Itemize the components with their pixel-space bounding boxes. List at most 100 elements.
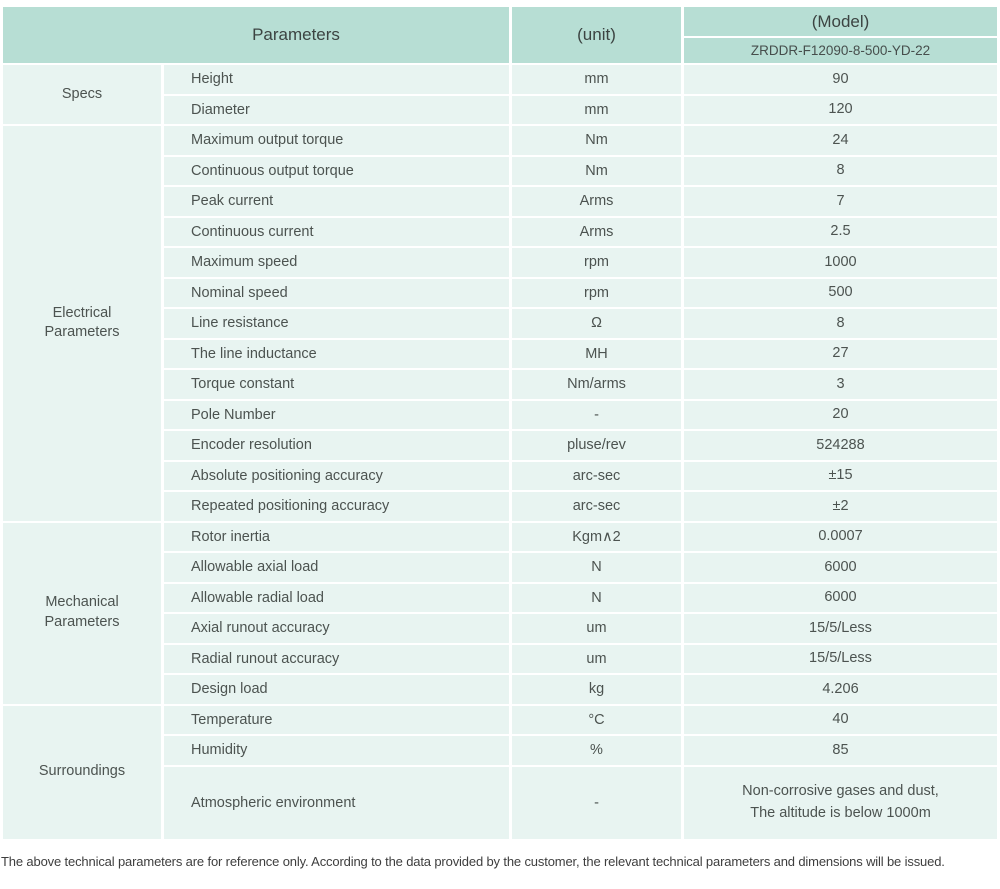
value-cell: 2.5 [684, 217, 997, 246]
table-row: Pole Number - 20 [3, 400, 997, 429]
table-row: Radial runout accuracy um 15/5/Less [3, 644, 997, 673]
value-cell: 0.0007 [684, 522, 997, 551]
table-row: Allowable axial load N 6000 [3, 553, 997, 582]
unit-cell: um [512, 644, 681, 673]
footnote: The above technical parameters are for r… [1, 853, 945, 869]
value-cell: 27 [684, 339, 997, 368]
unit-cell: Kgm∧2 [512, 522, 681, 551]
value-cell: 20 [684, 400, 997, 429]
unit-cell: - [512, 766, 681, 839]
param-cell: Diameter [164, 95, 509, 124]
value-cell: 120 [684, 95, 997, 124]
table-row: Diameter mm 120 [3, 95, 997, 124]
table-row: Nominal speed rpm 500 [3, 278, 997, 307]
table-row: Line resistance Ω 8 [3, 309, 997, 338]
unit-cell: Nm [512, 156, 681, 185]
value-cell: 4.206 [684, 675, 997, 704]
param-cell: The line inductance [164, 339, 509, 368]
value-cell: 24 [684, 126, 997, 155]
table-row: Maximum speed rpm 1000 [3, 248, 997, 277]
unit-cell: N [512, 583, 681, 612]
param-cell: Humidity [164, 736, 509, 765]
param-cell: Pole Number [164, 400, 509, 429]
value-cell: 15/5/Less [684, 644, 997, 673]
value-cell: 7 [684, 187, 997, 216]
spec-sheet: Parameters (unit) (Model) ZRDDR-F12090-8… [0, 5, 1000, 869]
param-cell: Temperature [164, 705, 509, 734]
unit-cell: - [512, 400, 681, 429]
table-row: Atmospheric environment - Non-corrosive … [3, 766, 997, 839]
param-cell: Design load [164, 675, 509, 704]
table-row: Electrical Parameters Maximum output torq… [3, 126, 997, 521]
table-row: Mechanical Parameters Rotor inertia Kgm∧2… [3, 522, 997, 704]
value-cell: ±2 [684, 492, 997, 521]
unit-cell: Nm [512, 126, 681, 155]
param-cell: Rotor inertia [164, 522, 509, 551]
value-cell: 3 [684, 370, 997, 399]
header-parameters: Parameters [3, 7, 509, 63]
param-cell: Torque constant [164, 370, 509, 399]
param-cell: Allowable axial load [164, 553, 509, 582]
spec-table-header: Parameters (unit) (Model) ZRDDR-F12090-8… [3, 7, 997, 63]
unit-cell: mm [512, 95, 681, 124]
table-row: Axial runout accuracy um 15/5/Less [3, 614, 997, 643]
param-cell: Repeated positioning accuracy [164, 492, 509, 521]
header-model-value: ZRDDR-F12090-8-500-YD-22 [684, 38, 997, 63]
param-cell: Axial runout accuracy [164, 614, 509, 643]
unit-cell: N [512, 553, 681, 582]
param-cell: Continuous current [164, 217, 509, 246]
table-row: Peak current Arms 7 [3, 187, 997, 216]
unit-cell: pluse/rev [512, 431, 681, 460]
value-cell: 40 [684, 705, 997, 734]
value-cell: 6000 [684, 553, 997, 582]
table-row: Design load kg 4.206 [3, 675, 997, 704]
unit-cell: kg [512, 675, 681, 704]
value-cell: 500 [684, 278, 997, 307]
spec-table-body: Specs Height mm 90 Diameter mm 120 Electr… [3, 65, 997, 839]
section-label: Surroundings [3, 705, 161, 839]
param-cell: Height [164, 65, 509, 94]
section-label: Specs [3, 65, 161, 124]
section-label: Electrical Parameters [3, 126, 161, 521]
table-row: Surroundings Temperature °C 40 [3, 705, 997, 839]
value-cell: 90 [684, 65, 997, 94]
table-row: Encoder resolution pluse/rev 524288 [3, 431, 997, 460]
table-row: Humidity % 85 [3, 736, 997, 765]
header-row-model: ZRDDR-F12090-8-500-YD-22 [3, 38, 997, 63]
unit-cell: arc-sec [512, 461, 681, 490]
param-cell: Atmospheric environment [164, 766, 509, 839]
value-cell: 1000 [684, 248, 997, 277]
table-row: The line inductance MH 27 [3, 339, 997, 368]
unit-cell: rpm [512, 278, 681, 307]
param-cell: Continuous output torque [164, 156, 509, 185]
unit-cell: mm [512, 65, 681, 94]
param-cell: Line resistance [164, 309, 509, 338]
param-cell: Maximum speed [164, 248, 509, 277]
unit-cell: Arms [512, 187, 681, 216]
param-cell: Peak current [164, 187, 509, 216]
header-row-top: Parameters (unit) (Model) [3, 7, 997, 63]
spec-table: Parameters (unit) (Model) ZRDDR-F12090-8… [0, 5, 1000, 841]
value-cell: 85 [684, 736, 997, 765]
section-label: Mechanical Parameters [3, 522, 161, 704]
param-cell: Radial runout accuracy [164, 644, 509, 673]
param-cell: Maximum output torque [164, 126, 509, 155]
unit-cell: rpm [512, 248, 681, 277]
table-row: Repeated positioning accuracy arc-sec ±2 [3, 492, 997, 521]
param-cell: Encoder resolution [164, 431, 509, 460]
unit-cell: % [512, 736, 681, 765]
unit-cell: Nm/arms [512, 370, 681, 399]
value-cell: 524288 [684, 431, 997, 460]
value-cell: ±15 [684, 461, 997, 490]
param-cell: Nominal speed [164, 278, 509, 307]
table-row: Continuous current Arms 2.5 [3, 217, 997, 246]
header-unit: (unit) [512, 7, 681, 63]
value-cell: 6000 [684, 583, 997, 612]
table-row: Torque constant Nm/arms 3 [3, 370, 997, 399]
unit-cell: MH [512, 339, 681, 368]
table-row: Specs Height mm 90 [3, 65, 997, 124]
value-cell: 8 [684, 156, 997, 185]
unit-cell: Ω [512, 309, 681, 338]
param-cell: Allowable radial load [164, 583, 509, 612]
table-row: Absolute positioning accuracy arc-sec ±1… [3, 461, 997, 490]
